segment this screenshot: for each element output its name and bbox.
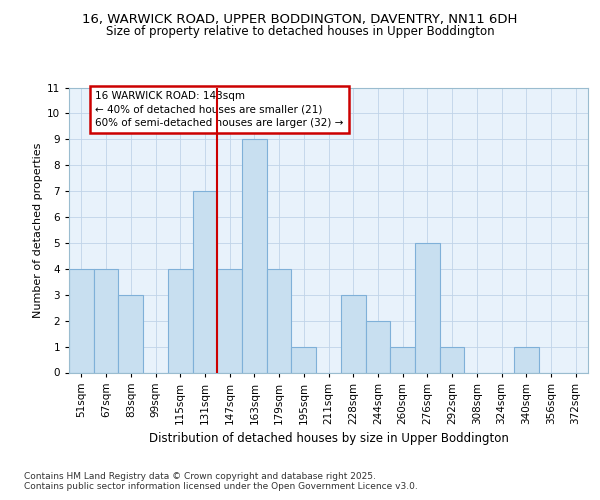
Bar xyxy=(193,191,217,372)
Bar xyxy=(118,295,143,372)
Text: Contains public sector information licensed under the Open Government Licence v3: Contains public sector information licen… xyxy=(24,482,418,491)
Bar xyxy=(514,346,539,372)
Bar xyxy=(94,269,118,372)
Bar xyxy=(440,346,464,372)
Bar xyxy=(415,243,440,372)
Bar xyxy=(242,140,267,372)
Bar xyxy=(217,269,242,372)
Bar xyxy=(365,320,390,372)
Bar xyxy=(341,295,365,372)
Text: 16 WARWICK ROAD: 143sqm
← 40% of detached houses are smaller (21)
60% of semi-de: 16 WARWICK ROAD: 143sqm ← 40% of detache… xyxy=(95,92,343,128)
Y-axis label: Number of detached properties: Number of detached properties xyxy=(32,142,43,318)
Bar xyxy=(292,346,316,372)
Bar xyxy=(69,269,94,372)
Bar xyxy=(267,269,292,372)
Text: 16, WARWICK ROAD, UPPER BODDINGTON, DAVENTRY, NN11 6DH: 16, WARWICK ROAD, UPPER BODDINGTON, DAVE… xyxy=(82,12,518,26)
X-axis label: Distribution of detached houses by size in Upper Boddington: Distribution of detached houses by size … xyxy=(149,432,508,445)
Text: Size of property relative to detached houses in Upper Boddington: Size of property relative to detached ho… xyxy=(106,25,494,38)
Text: Contains HM Land Registry data © Crown copyright and database right 2025.: Contains HM Land Registry data © Crown c… xyxy=(24,472,376,481)
Bar xyxy=(390,346,415,372)
Bar xyxy=(168,269,193,372)
